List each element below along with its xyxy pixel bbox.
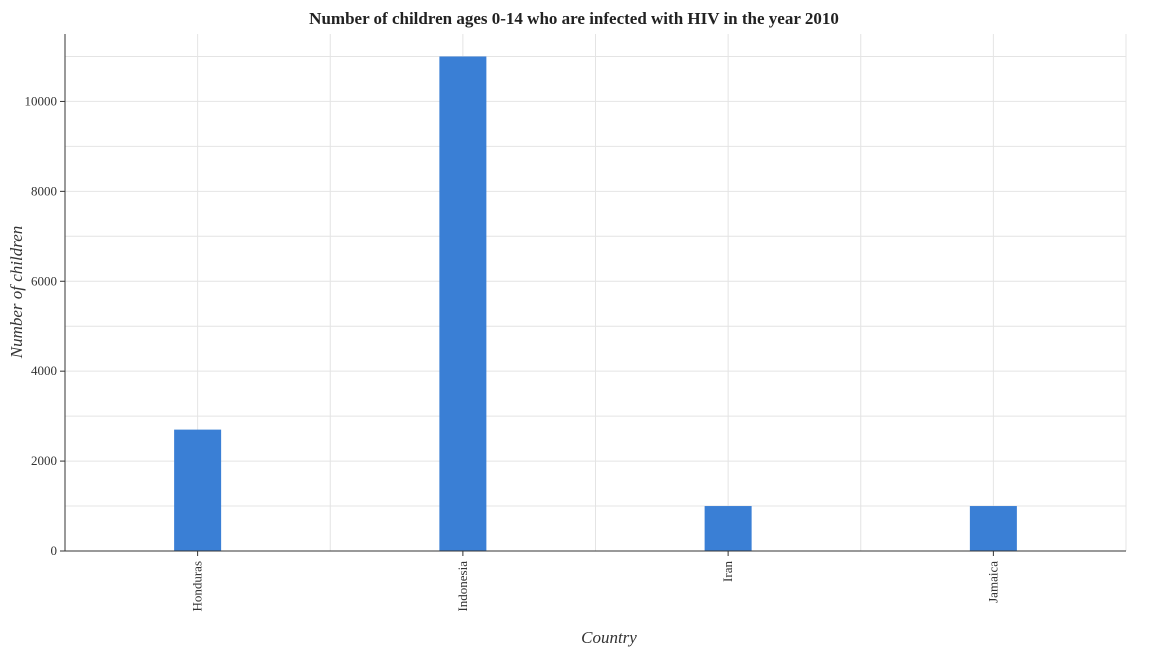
bar-jamaica: Jamaica: 1000	[969, 506, 1017, 551]
y-tick-label: 2000	[31, 453, 57, 468]
y-tick-label: 4000	[31, 363, 57, 378]
x-tick-label-jamaica: Jamaica	[985, 561, 1000, 603]
x-axis-label: Country	[581, 628, 637, 647]
chart-title: Number of children ages 0-14 who are inf…	[309, 9, 839, 28]
y-tick-label: 10000	[25, 93, 58, 108]
x-tick-label-indonesia: Indonesia	[455, 561, 470, 612]
bars: Honduras: 2700 Indonesia: 11000 Iran: 1000…	[174, 56, 1017, 551]
grid-lines	[64, 34, 1127, 552]
x-tick-label-iran: Iran	[720, 561, 735, 582]
y-axis-label: Number of children	[7, 226, 26, 360]
y-tick-label: 6000	[31, 273, 57, 288]
x-axis-ticks: Honduras Indonesia Iran Jamaica	[190, 551, 1000, 612]
bar-iran: Iran: 1000	[704, 506, 752, 551]
y-axis-ticks: 0 2000 4000 6000 8000 10000	[25, 93, 65, 558]
bar-indonesia: Indonesia: 11000	[439, 56, 487, 551]
axes	[64, 34, 1126, 552]
y-tick-label: 0	[51, 543, 58, 558]
y-tick-label: 8000	[31, 183, 57, 198]
bar-honduras: Honduras: 2700	[174, 429, 222, 551]
x-tick-label-honduras: Honduras	[190, 561, 205, 612]
